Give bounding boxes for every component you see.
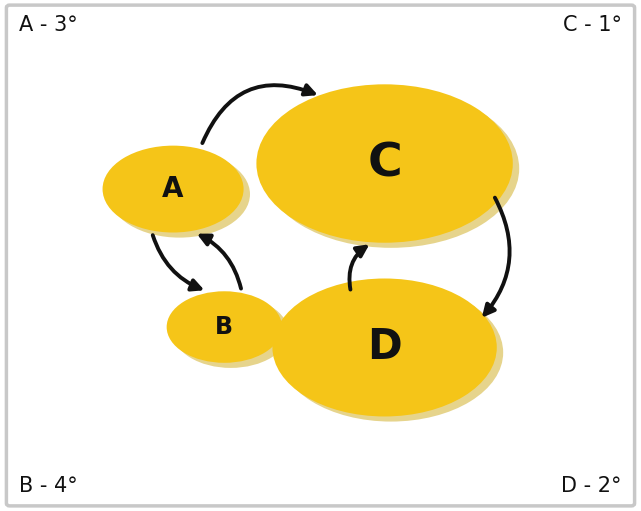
Text: B - 4°: B - 4°: [19, 476, 78, 496]
FancyArrowPatch shape: [201, 236, 241, 289]
Ellipse shape: [272, 278, 497, 416]
FancyArrowPatch shape: [485, 198, 510, 314]
Text: D: D: [367, 327, 402, 368]
FancyArrowPatch shape: [349, 247, 366, 290]
Text: D - 2°: D - 2°: [562, 476, 622, 496]
FancyBboxPatch shape: [6, 5, 635, 506]
Text: A: A: [162, 175, 184, 203]
Text: B: B: [215, 315, 233, 339]
Ellipse shape: [109, 151, 250, 238]
Ellipse shape: [167, 291, 282, 363]
Ellipse shape: [173, 296, 288, 368]
FancyArrowPatch shape: [153, 235, 201, 290]
Ellipse shape: [263, 89, 519, 248]
Ellipse shape: [279, 284, 503, 422]
Text: C - 1°: C - 1°: [563, 15, 622, 35]
Ellipse shape: [103, 146, 244, 233]
FancyArrowPatch shape: [203, 85, 314, 143]
Ellipse shape: [256, 84, 513, 243]
Text: C: C: [367, 141, 402, 186]
Text: A - 3°: A - 3°: [19, 15, 78, 35]
